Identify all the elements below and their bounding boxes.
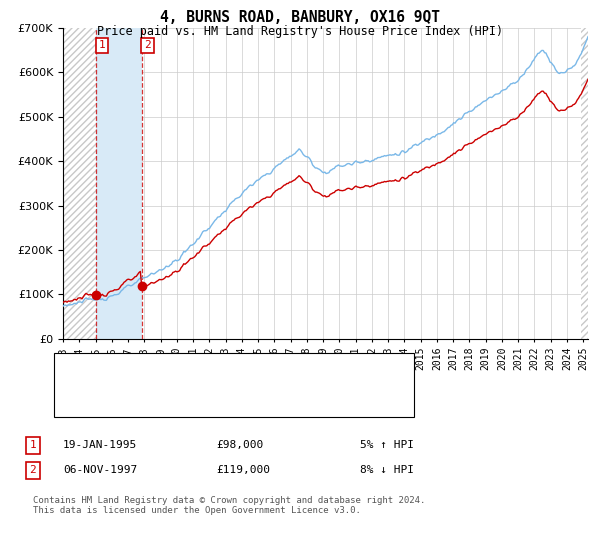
- Text: 4, BURNS ROAD, BANBURY, OX16 9QT: 4, BURNS ROAD, BANBURY, OX16 9QT: [160, 10, 440, 25]
- Text: Price paid vs. HM Land Registry's House Price Index (HPI): Price paid vs. HM Land Registry's House …: [97, 25, 503, 38]
- Text: 2: 2: [144, 40, 151, 50]
- Text: 06-NOV-1997: 06-NOV-1997: [63, 465, 137, 475]
- Text: ────: ────: [63, 395, 93, 408]
- Text: Contains HM Land Registry data © Crown copyright and database right 2024.
This d: Contains HM Land Registry data © Crown c…: [33, 496, 425, 515]
- Text: 8% ↓ HPI: 8% ↓ HPI: [360, 465, 414, 475]
- Text: £119,000: £119,000: [216, 465, 270, 475]
- Text: 4, BURNS ROAD, BANBURY, OX16 9QT (detached house): 4, BURNS ROAD, BANBURY, OX16 9QT (detach…: [99, 366, 405, 376]
- Text: 2: 2: [29, 465, 37, 475]
- Bar: [97, 28, 142, 339]
- Bar: [63, 28, 97, 339]
- Bar: [581, 28, 588, 339]
- Text: 1: 1: [99, 40, 106, 50]
- Text: 1: 1: [29, 440, 37, 450]
- Text: HPI: Average price, detached house, Cherwell: HPI: Average price, detached house, Cher…: [99, 396, 374, 406]
- Text: £98,000: £98,000: [216, 440, 263, 450]
- Text: ────: ────: [63, 365, 93, 377]
- Text: 19-JAN-1995: 19-JAN-1995: [63, 440, 137, 450]
- Text: 5% ↑ HPI: 5% ↑ HPI: [360, 440, 414, 450]
